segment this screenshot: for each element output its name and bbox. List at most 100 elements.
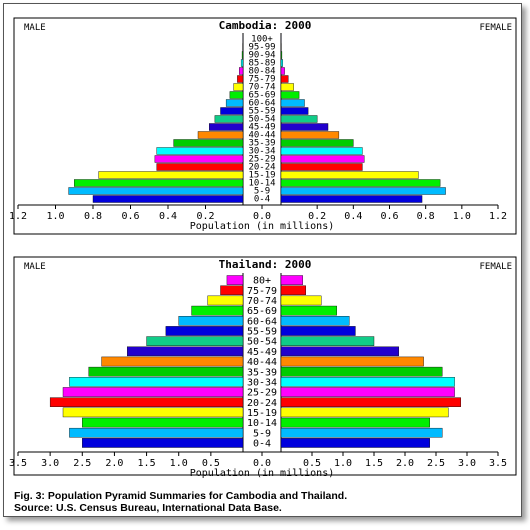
cambodia-male-bar <box>74 179 244 187</box>
thailand-age-label: 50-54 <box>247 337 277 348</box>
cambodia-x-tick-label: 0.2 <box>196 211 214 222</box>
thailand-female-bar <box>280 356 424 367</box>
cambodia-age-label: 90-94 <box>248 51 275 61</box>
thailand-female-bar <box>280 397 462 407</box>
thailand-male-bar <box>127 346 244 357</box>
thailand-male-bar <box>207 295 244 306</box>
thailand-female-bar <box>280 326 356 336</box>
thailand-female-bar <box>280 387 455 397</box>
thailand-x-tick-label: 0.5 <box>303 458 321 469</box>
cambodia-male-bar <box>240 59 244 67</box>
cambodia-female-bar <box>280 75 289 83</box>
thailand-male-bar <box>62 407 244 418</box>
cambodia-age-label: 50-54 <box>248 115 275 125</box>
cambodia-male-bar <box>220 107 244 115</box>
thailand-age-label: 10-14 <box>247 418 277 429</box>
cambodia-age-label: 70-74 <box>248 83 275 93</box>
cambodia-female-bar <box>280 99 305 107</box>
cambodia-x-tick-label: 0.6 <box>121 211 139 222</box>
cambodia-x-axis-label: Population (in millions) <box>190 221 335 232</box>
cambodia-age-label: 60-64 <box>248 99 275 109</box>
thailand-x-tick-label: 1.5 <box>365 458 383 469</box>
cambodia-female-label: FEMALE <box>479 23 512 33</box>
thailand-male-bar <box>49 397 244 407</box>
thailand-x-tick-label: 0.0 <box>253 458 271 469</box>
cambodia-female-bar <box>280 115 318 123</box>
caption-line-1: Fig. 3: Population Pyramid Summaries for… <box>14 490 348 502</box>
cambodia-female-bar <box>280 163 363 171</box>
cambodia-female-bar <box>280 123 329 131</box>
thailand-x-tick-label: 3.0 <box>458 458 476 469</box>
cambodia-female-bar <box>280 139 354 147</box>
thailand-female-bar <box>280 316 350 326</box>
thailand-female-bar <box>280 285 306 296</box>
cambodia-male-bar <box>237 75 244 83</box>
thailand-x-tick-label: 2.0 <box>396 458 414 469</box>
thailand-x-tick-label: 1.0 <box>170 458 188 469</box>
thailand-male-label: MALE <box>24 262 46 272</box>
cambodia-age-label: 30-34 <box>248 147 275 157</box>
cambodia-male-bar <box>92 195 244 203</box>
thailand-female-bar <box>280 366 443 377</box>
cambodia-male-bar <box>214 115 244 123</box>
thailand-male-bar <box>191 305 244 316</box>
cambodia-age-label: 80-84 <box>248 67 275 77</box>
cambodia-male-bar <box>154 155 244 163</box>
cambodia-age-label: 35-39 <box>248 139 275 149</box>
cambodia-age-label: 75-79 <box>248 75 275 85</box>
cambodia-x-tick-label: 1.0 <box>46 211 64 222</box>
cambodia-age-label: 25-29 <box>248 155 275 165</box>
thailand-age-label: 60-64 <box>247 316 277 327</box>
thailand-female-label: FEMALE <box>479 262 512 272</box>
cambodia-female-bar <box>280 147 363 155</box>
cambodia-age-label: 55-59 <box>248 107 275 117</box>
cambodia-male-label: MALE <box>24 23 46 33</box>
thailand-age-label: 55-59 <box>247 327 277 338</box>
cambodia-x-tick-label: 0.8 <box>84 211 102 222</box>
thailand-x-tick-label: 3.0 <box>41 458 59 469</box>
cambodia-male-bar <box>197 131 244 139</box>
cambodia-female-bar <box>280 107 309 115</box>
cambodia-age-label: 15-19 <box>248 171 275 181</box>
cambodia-x-tick-label: 1.2 <box>9 211 27 222</box>
cambodia-male-bar <box>156 147 244 155</box>
thailand-x-tick-label: 2.5 <box>427 458 445 469</box>
thailand-x-tick-label: 3.5 <box>9 458 27 469</box>
thailand-age-label: 45-49 <box>247 347 277 358</box>
thailand-panel-border <box>13 256 517 476</box>
cambodia-female-bar <box>280 179 441 187</box>
cambodia-x-tick-label: 0.0 <box>253 211 271 222</box>
thailand-male-bar <box>165 326 244 336</box>
thailand-female-bar <box>280 417 431 428</box>
thailand-age-label: 80+ <box>253 276 271 287</box>
thailand-age-label: 65-69 <box>247 306 277 317</box>
cambodia-panel-border <box>13 17 517 235</box>
cambodia-x-tick-label: 1.0 <box>453 211 471 222</box>
thailand-age-label: 15-19 <box>247 408 277 419</box>
cambodia-female-bar <box>280 91 300 99</box>
cambodia-age-label: 95-99 <box>248 43 275 53</box>
cambodia-female-bar <box>280 67 285 75</box>
cambodia-age-label: 40-44 <box>248 131 275 141</box>
thailand-age-label: 0-4 <box>253 439 271 450</box>
cambodia-female-bar <box>280 187 446 195</box>
thailand-x-tick-label: 2.0 <box>105 458 123 469</box>
thailand-x-tick-label: 2.5 <box>73 458 91 469</box>
thailand-male-bar <box>69 427 244 438</box>
thailand-female-bar <box>280 336 375 346</box>
cambodia-female-bar <box>280 171 419 179</box>
thailand-female-bar <box>280 427 443 438</box>
thailand-age-label: 70-74 <box>247 296 277 307</box>
thailand-female-bar <box>280 407 449 418</box>
cambodia-age-label: 0-4 <box>254 195 270 205</box>
thailand-age-label: 75-79 <box>247 286 277 297</box>
cambodia-male-bar <box>209 123 244 131</box>
thailand-age-label: 20-24 <box>247 398 277 409</box>
cambodia-x-tick-label: 0.8 <box>417 211 435 222</box>
cambodia-age-label: 45-49 <box>248 123 275 133</box>
cambodia-male-bar <box>98 171 244 179</box>
cambodia-age-label: 20-24 <box>248 163 275 173</box>
cambodia-male-bar <box>239 67 244 75</box>
cambodia-age-label: 65-69 <box>248 91 275 101</box>
thailand-x-axis-label: Population (in millions) <box>190 468 335 479</box>
